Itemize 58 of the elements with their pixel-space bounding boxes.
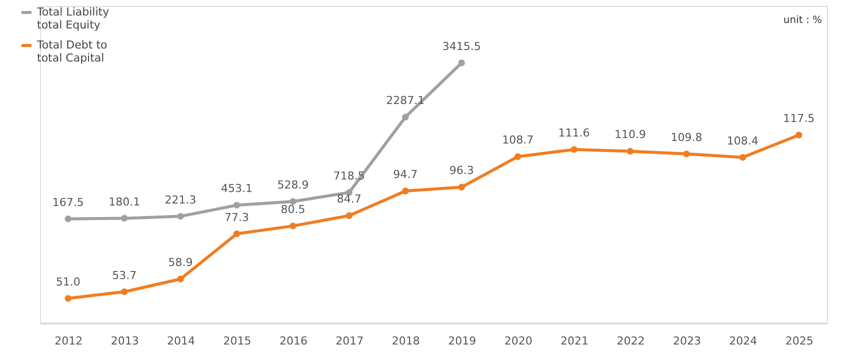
x-tick-label: 2012 [54,334,83,348]
point [346,212,353,219]
data-label: 96.3 [449,164,474,178]
point [514,153,522,160]
x-tick-label: 2019 [448,334,476,348]
point [120,214,128,222]
x-tick-label: 2013 [110,334,139,348]
x-tick-label: 2022 [616,334,645,348]
x-tick-label: 2017 [336,334,364,348]
point [796,132,802,138]
data-label: 53.7 [112,268,137,282]
point [290,198,296,205]
point [120,288,128,296]
point [64,216,72,222]
point [683,150,690,158]
data-label: 51.0 [56,275,80,288]
x-tick-label: 2023 [672,334,701,348]
point [402,188,409,194]
data-label: 109.8 [670,130,702,144]
data-label: 84.7 [336,192,362,206]
x-tick-label: 2018 [392,334,420,348]
x-tick-label: 2015 [223,334,252,348]
point [570,146,578,153]
point [177,212,184,220]
point [177,276,184,282]
point [64,295,72,302]
point [739,154,746,161]
point [290,222,296,230]
x-tick-label: 2025 [785,334,814,348]
point [233,230,240,238]
point [458,184,465,190]
x-tick-label: 2020 [504,334,532,348]
x-tick-label: 2021 [560,334,589,348]
legend-label: Total Liability total Equity [36,6,110,32]
point [458,60,465,66]
data-label: 221.3 [164,193,196,206]
data-label: 117.5 [783,112,815,126]
x-tick-label: 2014 [167,334,196,348]
data-label: 167.5 [52,196,84,209]
data-label: 77.3 [224,210,249,224]
data-label: 453.1 [221,182,252,196]
data-label: 180.1 [108,195,140,208]
annotation: unit : % [783,15,822,26]
data-label: 3415.5 [442,40,481,53]
point [626,148,634,155]
data-label: 108.4 [726,134,758,148]
point [402,114,409,120]
point [233,202,240,209]
data-label: 108.7 [502,134,534,147]
data-label: 94.7 [393,168,418,182]
data-label: 528.9 [277,178,309,192]
data-label: 111.6 [558,126,590,140]
data-label: 110.9 [614,128,646,142]
x-tick-label: 2024 [729,334,758,348]
legend-label: Total Debt to total Capital [36,38,108,64]
x-tick-label: 2016 [279,334,308,348]
data-label: 80.5 [280,202,306,216]
data-label: 58.9 [168,256,193,270]
